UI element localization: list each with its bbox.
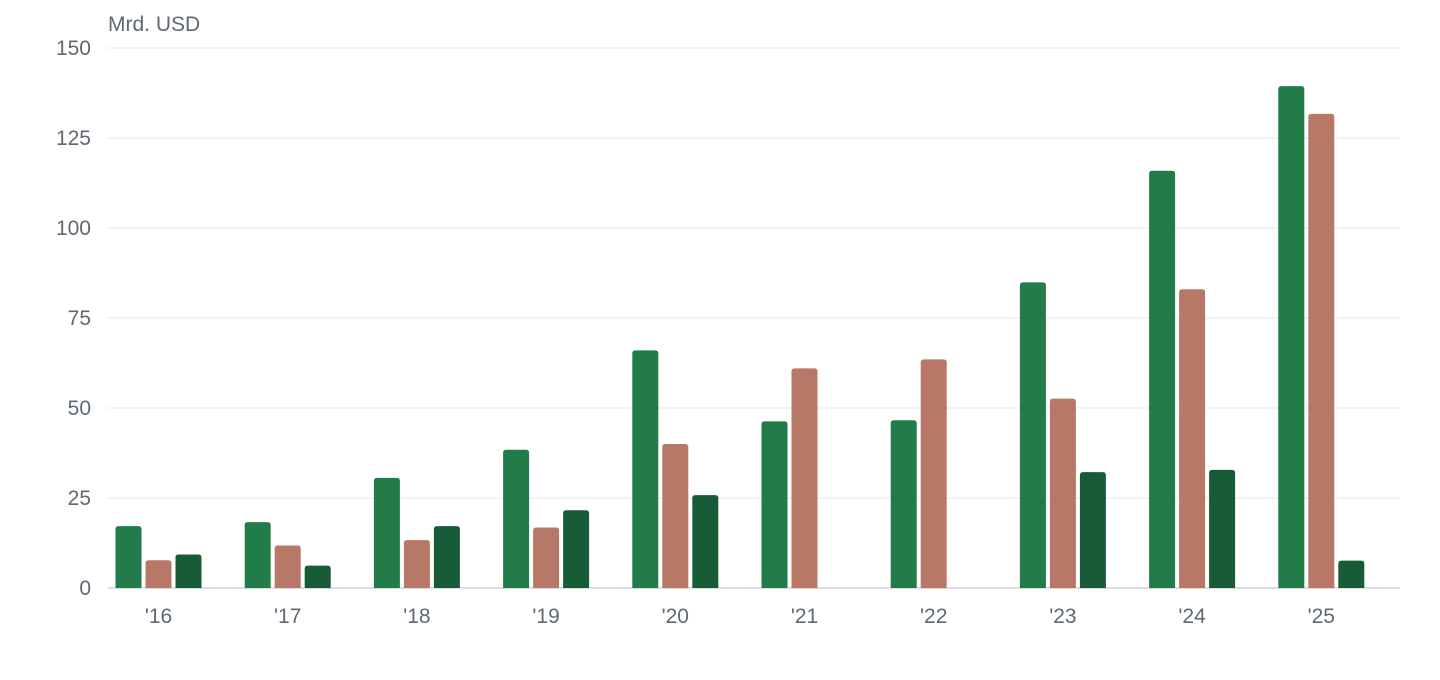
bar-series-2 <box>791 368 818 588</box>
bar-series-2 <box>920 359 947 588</box>
bar-series-1 <box>115 526 142 588</box>
y-tick-label: 125 <box>56 127 91 150</box>
bar-series-1 <box>761 421 788 588</box>
bar-series-3 <box>1338 560 1365 588</box>
bar-series-2 <box>403 540 430 588</box>
y-tick-label: 100 <box>56 217 91 240</box>
bars <box>115 86 1365 588</box>
x-tick-label: '21 <box>791 605 818 628</box>
bar-series-2 <box>1179 289 1206 588</box>
bar-series-2 <box>533 527 560 588</box>
bar-series-1 <box>1278 86 1305 588</box>
bar-series-3 <box>433 526 460 588</box>
bar-series-3 <box>304 565 331 588</box>
bar-series-3 <box>563 510 590 588</box>
bar-series-1 <box>1149 170 1176 588</box>
bar-series-3 <box>175 554 202 588</box>
bar-series-1 <box>890 420 917 588</box>
x-axis-ticks: '16 '17 '18 '19 '20 '21 '22 '23 '24 '25 <box>145 605 1335 628</box>
bar-series-1 <box>632 350 659 588</box>
x-tick-label: '22 <box>920 605 947 628</box>
bar-series-2 <box>1308 113 1335 588</box>
y-tick-label: 50 <box>68 397 91 420</box>
bar-series-1 <box>373 477 400 588</box>
y-tick-label: 0 <box>79 577 91 600</box>
y-tick-label: 150 <box>56 37 91 60</box>
x-tick-label: '18 <box>403 605 430 628</box>
x-tick-label: '17 <box>274 605 301 628</box>
bar-series-2 <box>145 560 172 588</box>
bar-series-3 <box>1079 472 1106 588</box>
x-tick-label: '23 <box>1049 605 1076 628</box>
bar-series-1 <box>503 449 530 588</box>
bar-series-2 <box>274 545 301 588</box>
bar-series-3 <box>1209 469 1236 588</box>
bar-series-2 <box>1049 398 1076 588</box>
bar-series-2 <box>662 444 689 588</box>
y-tick-label: 25 <box>68 487 91 510</box>
bar-series-1 <box>244 522 271 588</box>
gridlines <box>108 47 1400 589</box>
y-axis-ticks: 0 25 50 75 100 125 150 <box>56 37 91 600</box>
x-tick-label: '25 <box>1308 605 1335 628</box>
x-tick-label: '16 <box>145 605 172 628</box>
bar-series-3 <box>692 495 719 588</box>
x-tick-label: '24 <box>1178 605 1206 628</box>
x-tick-label: '19 <box>532 605 559 628</box>
x-tick-label: '20 <box>662 605 689 628</box>
y-tick-label: 75 <box>68 307 91 330</box>
y-axis-unit-label: Mrd. USD <box>108 13 200 36</box>
bar-series-1 <box>1019 282 1046 588</box>
